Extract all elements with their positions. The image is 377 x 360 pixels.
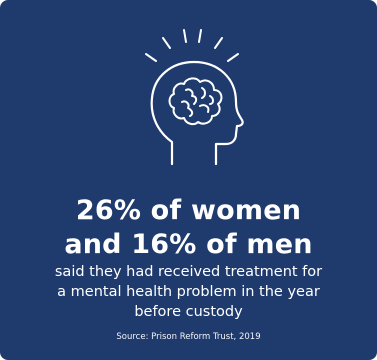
brain-fold-2 [201, 87, 206, 99]
ray-4 [214, 37, 223, 49]
headline-line-2: and 16% of men [64, 229, 313, 260]
brain-fold-1 [185, 88, 198, 105]
ray-2 [198, 29, 202, 43]
ray-6 [227, 53, 239, 62]
ray-5 [145, 53, 157, 62]
brain-fold-3 [181, 100, 194, 117]
head-outline [150, 60, 244, 166]
head-brain-icon [145, 29, 244, 166]
source-caption: Source: Prison Reform Trust, 2019 [116, 332, 261, 342]
brain-fold-4 [199, 104, 210, 113]
ray-3 [162, 37, 171, 49]
description: said they had received treatment for a m… [12, 262, 365, 322]
headline-line-1: 26% of women [75, 195, 302, 226]
description-line-3: before custody [134, 304, 243, 320]
idea-rays [145, 29, 239, 62]
brain-fold-5 [209, 95, 214, 105]
brain-outline [168, 77, 223, 126]
description-line-2: a mental health problem in the year [57, 284, 320, 300]
brain-icon [168, 77, 223, 126]
ray-1 [183, 29, 187, 43]
description-line-1: said they had received treatment for [54, 264, 323, 280]
